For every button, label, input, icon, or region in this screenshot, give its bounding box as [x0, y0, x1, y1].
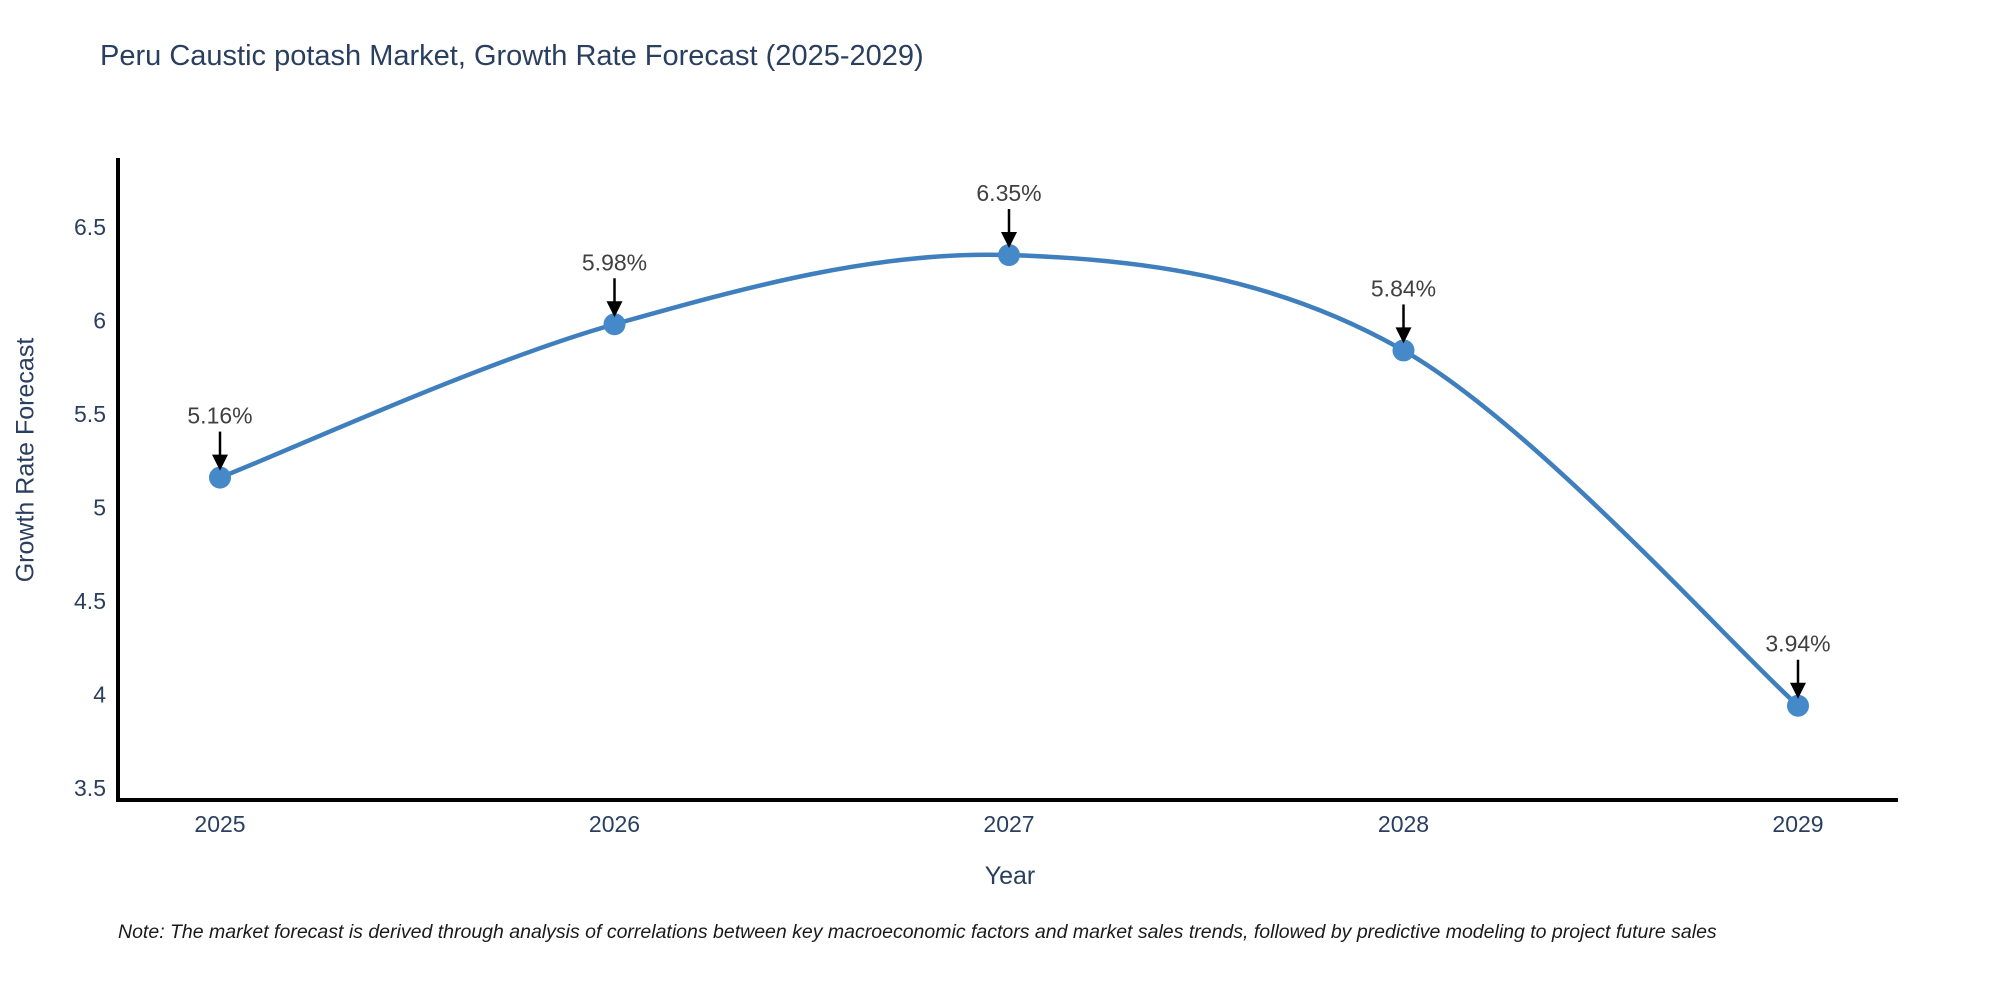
x-tick-label: 2027: [983, 811, 1034, 837]
chart-title: Peru Caustic potash Market, Growth Rate …: [100, 40, 924, 72]
annotation-arrowhead: [1001, 232, 1017, 249]
x-axis-title: Year: [984, 862, 1036, 890]
footnote: Note: The market forecast is derived thr…: [118, 921, 1717, 943]
data-point-marker: [1787, 694, 1809, 717]
y-tick-label: 5: [93, 495, 106, 521]
data-point-label: 5.16%: [187, 403, 252, 429]
data-point-marker: [998, 244, 1020, 267]
data-point-label: 5.84%: [1371, 275, 1436, 301]
x-tick-label: 2028: [1378, 811, 1429, 837]
y-tick-label: 6.5: [74, 214, 106, 240]
x-tick-label: 2029: [1772, 811, 1823, 837]
y-tick-label: 6: [93, 308, 106, 334]
annotation-arrowhead: [1790, 682, 1806, 699]
y-tick-label: 5.5: [74, 401, 106, 427]
data-point-label: 3.94%: [1765, 631, 1830, 657]
data-point-marker: [603, 313, 626, 336]
data-point-marker: [209, 466, 231, 489]
y-tick-label: 3.5: [74, 775, 106, 801]
annotation-arrowhead: [606, 301, 623, 318]
annotation-arrowhead: [212, 454, 228, 471]
annotation-arrowhead: [1395, 327, 1412, 344]
forecast-line: [217, 252, 1801, 708]
data-point-label: 5.98%: [582, 249, 647, 275]
data-point-label: 6.35%: [976, 180, 1041, 206]
data-point-marker: [1392, 339, 1415, 362]
y-tick-label: 4.5: [74, 588, 106, 614]
x-tick-label: 2026: [589, 811, 640, 837]
y-tick-label: 4: [93, 682, 106, 708]
x-tick-label: 2025: [194, 811, 245, 837]
